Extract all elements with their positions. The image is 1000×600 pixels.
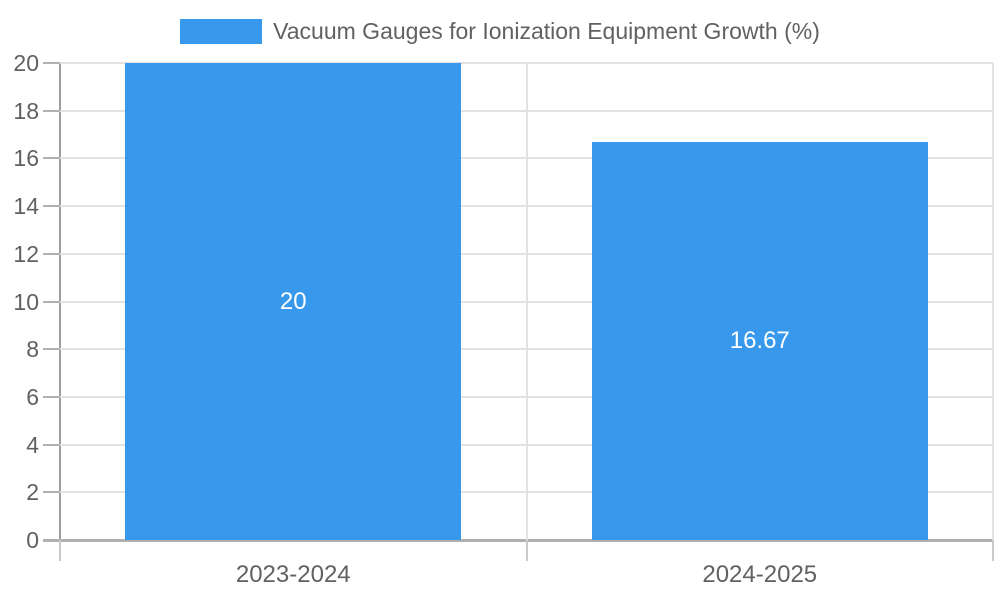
x-axis-label: 2023-2024 <box>235 561 351 588</box>
y-axis-tick-label: 4 <box>26 431 39 458</box>
y-tick-mark <box>43 157 60 160</box>
y-tick-mark <box>43 348 60 351</box>
y-axis-tick-label: 10 <box>13 288 39 315</box>
y-axis-tick-label: 0 <box>26 527 39 553</box>
y-axis-tick-label: 18 <box>13 97 39 124</box>
y-axis-tick-label: 16 <box>13 145 39 172</box>
y-axis-tick-label: 12 <box>13 240 39 267</box>
y-axis-tick-label: 6 <box>26 383 39 410</box>
y-tick-mark <box>43 443 60 446</box>
chart-legend: Vacuum Gauges for Ionization Equipment G… <box>0 15 1000 47</box>
x-tick-mark <box>59 540 61 561</box>
y-axis-tick-label: 8 <box>26 336 39 363</box>
legend-label: Vacuum Gauges for Ionization Equipment G… <box>273 17 820 44</box>
y-axis-tick-label: 2 <box>26 479 39 506</box>
x-tick-mark <box>525 540 528 561</box>
x-tick-mark <box>992 540 994 561</box>
y-tick-mark <box>43 205 60 208</box>
v-gridline <box>525 63 528 540</box>
y-axis-tick-label: 20 <box>13 50 39 76</box>
y-tick-mark <box>43 252 60 255</box>
y-tick-mark <box>43 491 60 494</box>
bar-2024-2025[interactable] <box>591 142 928 540</box>
legend-swatch <box>180 18 263 44</box>
y-axis-tick-label: 14 <box>13 193 39 220</box>
bar-value-label: 20 <box>279 287 307 315</box>
bar-2023-2024[interactable] <box>125 63 462 540</box>
y-tick-mark <box>43 300 60 303</box>
legend-item[interactable]: Vacuum Gauges for Ionization Equipment G… <box>180 18 820 45</box>
bar-value-label: 16.67 <box>729 327 790 355</box>
x-axis-line <box>43 539 994 542</box>
y-tick-mark <box>43 62 60 64</box>
x-axis-label: 2024-2025 <box>702 561 818 588</box>
v-gridline <box>992 63 994 540</box>
y-tick-mark <box>43 395 60 398</box>
y-tick-mark <box>43 539 60 541</box>
y-tick-mark <box>43 109 60 112</box>
